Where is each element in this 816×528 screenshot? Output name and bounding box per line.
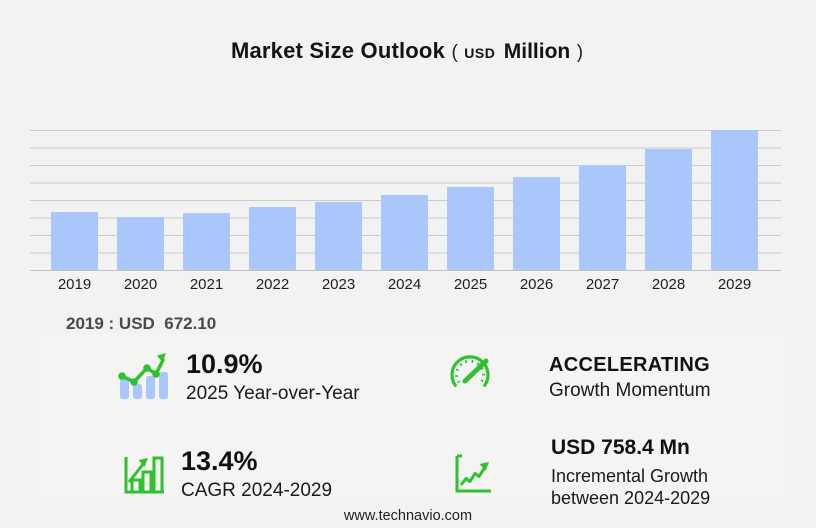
stat-cagr-text: 13.4% CAGR 2024-2029 [181,446,332,502]
stat-yoy: 10.9% 2025 Year-over-Year [33,334,412,414]
bar-2022 [249,207,296,270]
stat-momentum-label: Growth Momentum [549,380,711,401]
stat-momentum-value: ACCELERATING [549,354,711,376]
x-tick-label: 2028 [651,276,686,293]
stat-momentum-text: ACCELERATING Growth Momentum [549,353,711,402]
title-close-paren: ) [576,42,584,63]
x-tick-label: 2024 [387,276,422,293]
stat-yoy-value: 10.9% [186,349,263,379]
bar-2020 [117,217,164,270]
x-tick-label: 2021 [189,276,224,293]
stat-cagr-value: 13.4% [181,446,258,476]
stat-incremental-text: USD 758.4 Mn Incremental Growth between … [551,436,710,509]
stat-incremental-label-line2: between 2024-2029 [551,488,711,508]
x-tick-label: 2020 [123,276,158,293]
bar-2027 [579,165,626,270]
stat-incremental-value: USD 758.4 Mn [551,436,690,459]
x-tick-label: 2026 [519,276,554,293]
stat-yoy-text: 10.9% 2025 Year-over-Year [186,349,360,405]
stat-cagr-label: CAGR 2024-2029 [181,480,333,501]
x-tick-label: 2019 [57,276,92,293]
title-main: Market Size Outlook [230,38,446,63]
x-tick-label: 2022 [255,276,290,293]
bar-2019 [51,212,98,270]
x-tick-label: 2023 [321,276,356,293]
bar-2029 [711,130,758,270]
line-growth-icon [451,452,493,496]
bar-chart-plot [30,130,781,271]
bar-2026 [513,177,560,270]
trend-bars-icon [116,346,168,400]
chart-annotation-2019: 2019 : USD 672.10 [66,314,217,333]
gauge-icon [446,352,494,394]
bar-2024 [381,195,428,270]
bar-2028 [645,149,692,270]
title-open-paren: ( [451,42,458,63]
bar-2025 [447,187,494,270]
page-title: Market Size Outlook ( USD Million ) [0,38,816,64]
bar-2023 [315,202,362,270]
x-tick-label: 2029 [717,276,752,293]
bar-2021 [183,213,230,270]
title-unit: Million [503,40,571,63]
footer-link[interactable]: www.technavio.com [343,508,473,524]
stat-momentum: ACCELERATING Growth Momentum [412,334,791,414]
stats-panel: 10.9% 2025 Year-over-Year ACCELERATING G… [33,334,791,508]
x-tick-label: 2027 [585,276,620,293]
footer: www.technavio.com [0,507,816,525]
stat-incremental: USD 758.4 Mn Incremental Growth between … [412,430,791,508]
stat-cagr: 13.4% CAGR 2024-2029 [33,436,412,501]
x-tick-label: 2025 [453,276,488,293]
bar-growth-icon [122,449,166,495]
title-currency: USD [464,45,496,61]
stat-yoy-label: 2025 Year-over-Year [186,383,360,404]
x-axis-labels: 2019 2020 2021 2022 2023 2024 2025 2026 2027 2028… [30,276,781,296]
stat-incremental-label-line1: Incremental Growth [551,466,709,486]
